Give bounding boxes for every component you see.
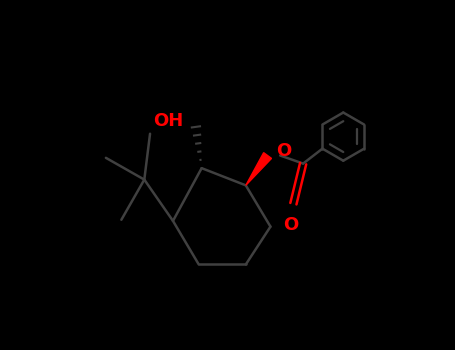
Text: O: O xyxy=(283,216,298,234)
Polygon shape xyxy=(246,153,272,186)
Text: O: O xyxy=(276,142,292,160)
Text: OH: OH xyxy=(153,112,183,130)
